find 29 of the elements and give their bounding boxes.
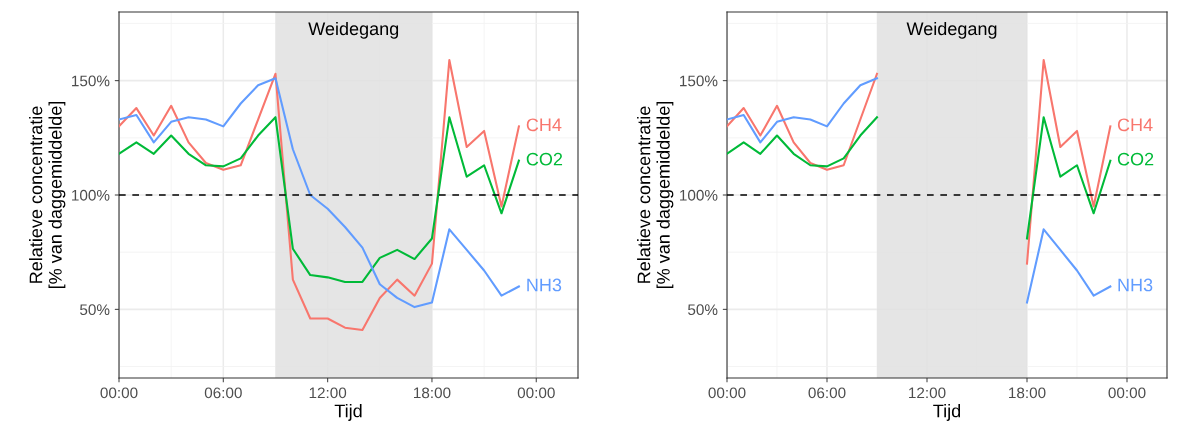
x-axis-title: Tijd: [334, 404, 362, 421]
x-tick-label: 18:00: [414, 387, 451, 399]
x-tick-label: 00:00: [708, 387, 746, 399]
y-axis-title: Relatieve concentratie [% van daggemiddelde]: [29, 101, 66, 289]
y-tick-label: 50%: [80, 304, 110, 316]
band-label: Weidegang: [308, 21, 399, 39]
y-tick-label: 50%: [688, 304, 718, 316]
series-label: CH4: [526, 118, 562, 132]
band-label: Weidegang: [906, 21, 997, 39]
x-tick-label: 06:00: [204, 387, 242, 399]
line-series: [119, 116, 520, 283]
x-tick-label: 00:00: [517, 387, 555, 399]
x-axis-title: Tijd: [933, 404, 961, 421]
x-tick-label: 00:00: [1108, 387, 1146, 399]
y-tick-label: 100%: [680, 189, 718, 201]
series-label: NH3: [1118, 278, 1153, 292]
y-axis-title: Relatieve concentratie [% van daggemiddelde]: [637, 101, 674, 289]
series-label: CH4: [1117, 118, 1153, 132]
x-tick-label: 12:00: [909, 387, 946, 399]
x-tick-label: 18:00: [1009, 387, 1046, 399]
series-label: CO2: [526, 152, 563, 166]
x-tick-label: 06:00: [808, 387, 846, 399]
x-tick-label: 12:00: [309, 387, 347, 399]
y-tick-label: 100%: [72, 189, 110, 201]
y-tick-label: 150%: [72, 75, 110, 87]
x-tick-label: 00:00: [100, 387, 138, 399]
y-tick-label: 150%: [680, 75, 718, 87]
series-label: CO2: [1117, 152, 1154, 166]
series-label: NH3: [527, 278, 562, 292]
